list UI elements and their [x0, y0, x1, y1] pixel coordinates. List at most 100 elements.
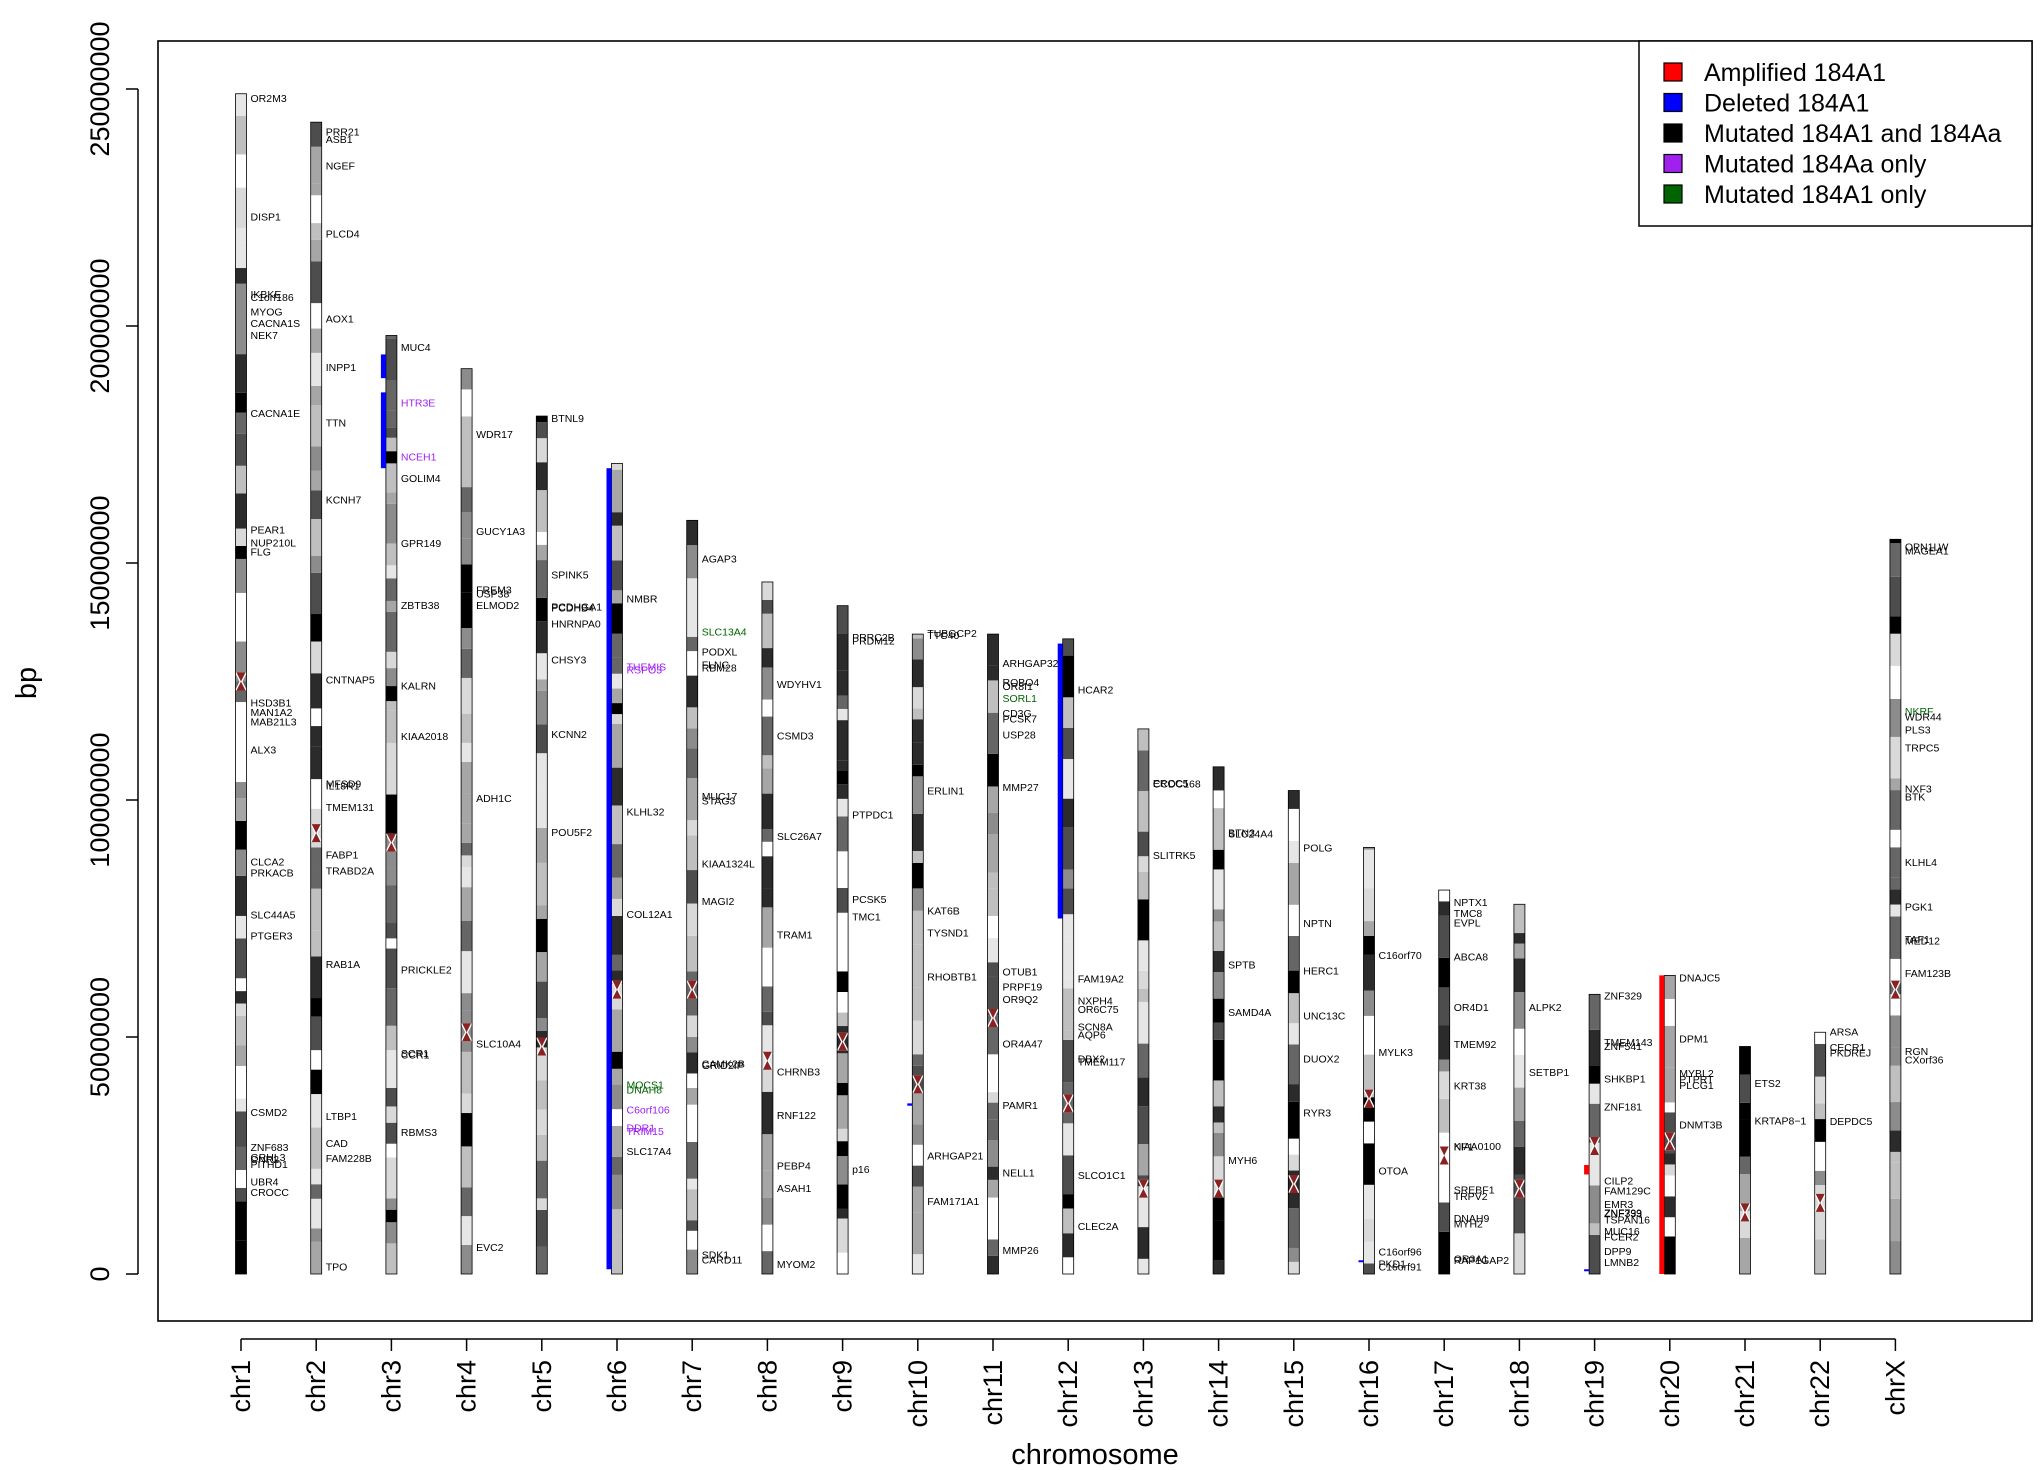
- gene-label: ROBO4: [1003, 677, 1040, 689]
- chromosome-band: [1513, 1120, 1525, 1147]
- chromosome-band: [837, 1252, 849, 1274]
- x-tick-label: chr6: [602, 1360, 632, 1413]
- centromere-mask: [1137, 1179, 1150, 1198]
- chromosome-band: [235, 798, 247, 821]
- chromosome-band: [611, 898, 623, 916]
- gene-label: MYH2: [1454, 1219, 1483, 1231]
- chromosome-band: [461, 548, 473, 565]
- chromosome-band: [1363, 849, 1375, 889]
- chromosome-band: [461, 855, 473, 868]
- chromosome-band: [987, 1015, 999, 1055]
- chromosome-band: [310, 183, 322, 196]
- chromosome-band: [1889, 958, 1901, 983]
- chromosome-band: [1438, 987, 1450, 1026]
- chromosome-band: [1213, 1022, 1225, 1040]
- gene-label: RAB1A: [326, 959, 360, 971]
- chromosome-band: [235, 1201, 247, 1241]
- chromosome-chr17: [1438, 889, 1451, 1275]
- chromosome-band: [1288, 1044, 1300, 1085]
- chromosome-band: [1889, 576, 1901, 617]
- gene-label: MED12: [1905, 935, 1940, 947]
- chromosome-band: [987, 834, 999, 873]
- chromosome-band: [385, 938, 397, 949]
- gene-label: ALX3: [251, 744, 277, 756]
- gene-label: NPTX1: [1454, 897, 1488, 909]
- chromosome-band: [1137, 1106, 1149, 1145]
- chromosome-band: [1889, 665, 1901, 699]
- gene-label: ASAH1: [777, 1183, 812, 1195]
- chromosome-band: [686, 1178, 698, 1190]
- gene-label: OTOA: [1379, 1166, 1409, 1178]
- chromosome-band: [761, 1224, 773, 1252]
- chromosome-band: [1889, 1047, 1901, 1066]
- chromosome-band: [235, 283, 247, 318]
- gene-label: TPO: [326, 1261, 348, 1273]
- chromosome-band: [1062, 1194, 1074, 1209]
- chromosome-band: [1213, 909, 1225, 922]
- chromosome-band: [1513, 1146, 1525, 1175]
- chromosome-band: [1589, 1185, 1601, 1224]
- chromosome-band: [1213, 1080, 1225, 1107]
- chromosome-band: [837, 1082, 849, 1096]
- chromosome-band: [1889, 1065, 1901, 1103]
- gene-label: PTPDC1: [852, 810, 894, 822]
- chromosome-band: [1137, 750, 1149, 792]
- centromere: [1289, 1174, 1299, 1193]
- gene-label: HCAR2: [1078, 685, 1114, 697]
- gene-label: PEBP4: [777, 1160, 811, 1172]
- chromosome-band: [1363, 935, 1375, 955]
- gene-label: COL12A1: [627, 909, 673, 921]
- chromosome-band: [1363, 921, 1375, 936]
- chromosome-band: [235, 681, 247, 703]
- chromosome-band: [611, 688, 623, 704]
- cnv-segment: [1584, 1269, 1590, 1272]
- gene-label: POLG: [1303, 842, 1332, 854]
- chromosome-band: [536, 621, 548, 654]
- chromosome-band: [1363, 1054, 1375, 1098]
- chromosome-band: [461, 368, 473, 390]
- chromosome-band: [837, 720, 849, 761]
- chromosome-band: [987, 1197, 999, 1240]
- chromosome-band: [310, 930, 322, 957]
- x-tick-label: chr12: [1053, 1360, 1083, 1428]
- chromosome-band: [1814, 1239, 1826, 1274]
- chromosome-band: [1513, 1055, 1525, 1088]
- chromosome-band: [461, 512, 473, 539]
- chromosome-band: [686, 1087, 698, 1105]
- chromosome-band: [686, 1036, 698, 1053]
- y-tick-label: 50000000: [85, 977, 115, 1097]
- centromere-mask: [1212, 1179, 1225, 1198]
- x-tick-label: chr10: [903, 1360, 933, 1428]
- chromosome-band: [686, 1104, 698, 1143]
- chromosome-band: [611, 703, 623, 715]
- chromosome-band: [1889, 698, 1901, 737]
- legend-swatch: [1663, 92, 1683, 113]
- gene-label: HERC1: [1303, 966, 1339, 978]
- chromosome-band: [761, 986, 773, 1012]
- chromosome-band: [912, 1254, 924, 1274]
- chromosome-band: [235, 93, 247, 116]
- gene-label: OPN1LW: [1905, 541, 1949, 553]
- chromosome-band: [310, 556, 322, 573]
- chromosome-band: [1288, 1101, 1300, 1139]
- chromosome-band: [1062, 798, 1074, 828]
- gene-label: ADH1C: [476, 793, 512, 805]
- chromosome-band: [235, 641, 247, 682]
- chromosome-band: [235, 915, 247, 939]
- chromosome-band: [1438, 890, 1450, 902]
- chromosome-chr2: [310, 121, 323, 1275]
- chromosome-band: [837, 1128, 849, 1142]
- chromosome-outline: [761, 581, 774, 1275]
- gene-label: GUCY1A3: [476, 526, 525, 538]
- chromosome-band: [461, 1244, 473, 1274]
- chromosome-band: [837, 770, 849, 785]
- chromosome-band: [461, 867, 473, 888]
- chromosome-band: [536, 918, 548, 953]
- chromosome-band: [611, 603, 623, 634]
- chromosome-band: [235, 875, 247, 916]
- legend-label: Deleted 184A1: [1704, 90, 1869, 118]
- chromosome-band: [1589, 1083, 1601, 1104]
- x-tick-label: chr1: [226, 1360, 256, 1413]
- chromosome-band: [1137, 1258, 1149, 1274]
- chromosome-outline: [1062, 638, 1075, 1275]
